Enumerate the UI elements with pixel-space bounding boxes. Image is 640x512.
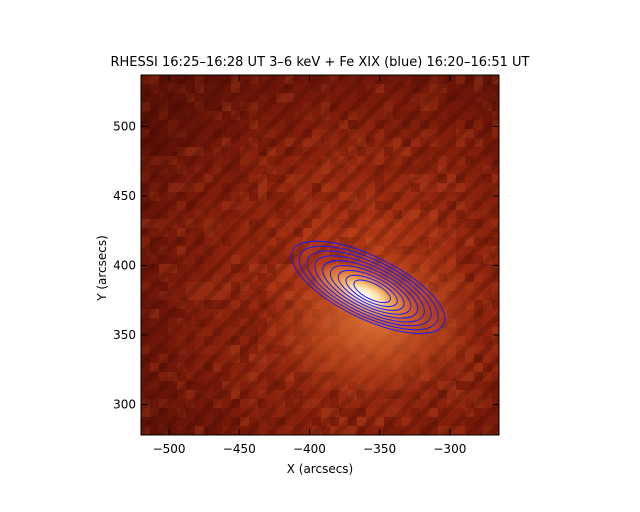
chart-title: RHESSI 16:25–16:28 UT 3–6 keV + Fe XIX (… (111, 55, 530, 70)
contour-level (353, 279, 391, 304)
heatmap-image (141, 75, 499, 435)
x-axis-label: X (arcsecs) (287, 462, 354, 476)
x-tick-label: −350 (363, 442, 396, 456)
contour-level (345, 274, 398, 307)
contour-level (298, 245, 439, 331)
contour-level (306, 250, 432, 327)
x-tick-label: −450 (223, 442, 256, 456)
contour-level (337, 269, 405, 311)
y-tick-label: 400 (113, 258, 136, 272)
fe-xix-contours (290, 240, 446, 335)
x-tick-label: −500 (153, 442, 186, 456)
contour-level (322, 260, 419, 319)
plot-frame (140, 74, 500, 436)
y-tick-label: 500 (113, 119, 136, 133)
y-tick-label: 350 (113, 328, 136, 342)
contour-level (290, 240, 446, 335)
y-tick-label: 300 (113, 397, 136, 411)
y-axis: 300 350 400 450 500 (113, 119, 499, 411)
contour-level (329, 265, 412, 315)
x-tick-label: −400 (293, 442, 326, 456)
x-tick-label: −300 (433, 442, 466, 456)
x-axis: −500 −450 −400 −350 −300 (153, 75, 466, 456)
y-tick-label: 450 (113, 189, 136, 203)
contour-level (314, 255, 425, 323)
y-axis-label: Y (arcsecs) (95, 235, 109, 302)
